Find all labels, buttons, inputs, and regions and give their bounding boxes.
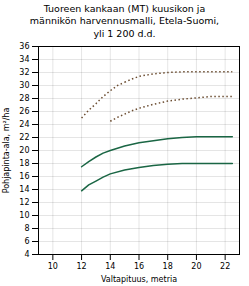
svg-text:Pohjapinta-ala, m²/ha: Pohjapinta-ala, m²/ha: [2, 108, 11, 194]
svg-text:10: 10: [19, 211, 29, 220]
svg-text:24: 24: [19, 120, 29, 129]
svg-text:18: 18: [163, 262, 173, 271]
svg-text:14: 14: [105, 262, 115, 271]
svg-text:20: 20: [191, 262, 201, 271]
svg-text:10: 10: [48, 262, 58, 271]
svg-text:30: 30: [19, 81, 29, 90]
svg-text:4: 4: [24, 250, 29, 259]
svg-text:14: 14: [19, 185, 29, 194]
svg-text:22: 22: [19, 133, 29, 142]
svg-text:22: 22: [220, 262, 230, 271]
svg-text:32: 32: [19, 68, 29, 77]
svg-text:8: 8: [24, 224, 29, 233]
svg-text:26: 26: [19, 107, 29, 116]
svg-text:12: 12: [19, 198, 29, 207]
svg-text:16: 16: [19, 172, 29, 181]
svg-text:34: 34: [19, 55, 29, 64]
svg-text:28: 28: [19, 94, 29, 103]
svg-text:20: 20: [19, 146, 29, 155]
svg-text:36: 36: [19, 42, 29, 51]
html-text:Tuoreen kankaan (MT) kuusikon: Tuoreen kankaan (MT) kuusikon ja männikö…: [29, 3, 220, 39]
svg-text:16: 16: [134, 262, 144, 271]
svg-text:12: 12: [76, 262, 86, 271]
svg-text:Valtapituus, metria: Valtapituus, metria: [101, 275, 177, 284]
svg-text:6: 6: [24, 237, 29, 246]
svg-text:18: 18: [19, 159, 29, 168]
